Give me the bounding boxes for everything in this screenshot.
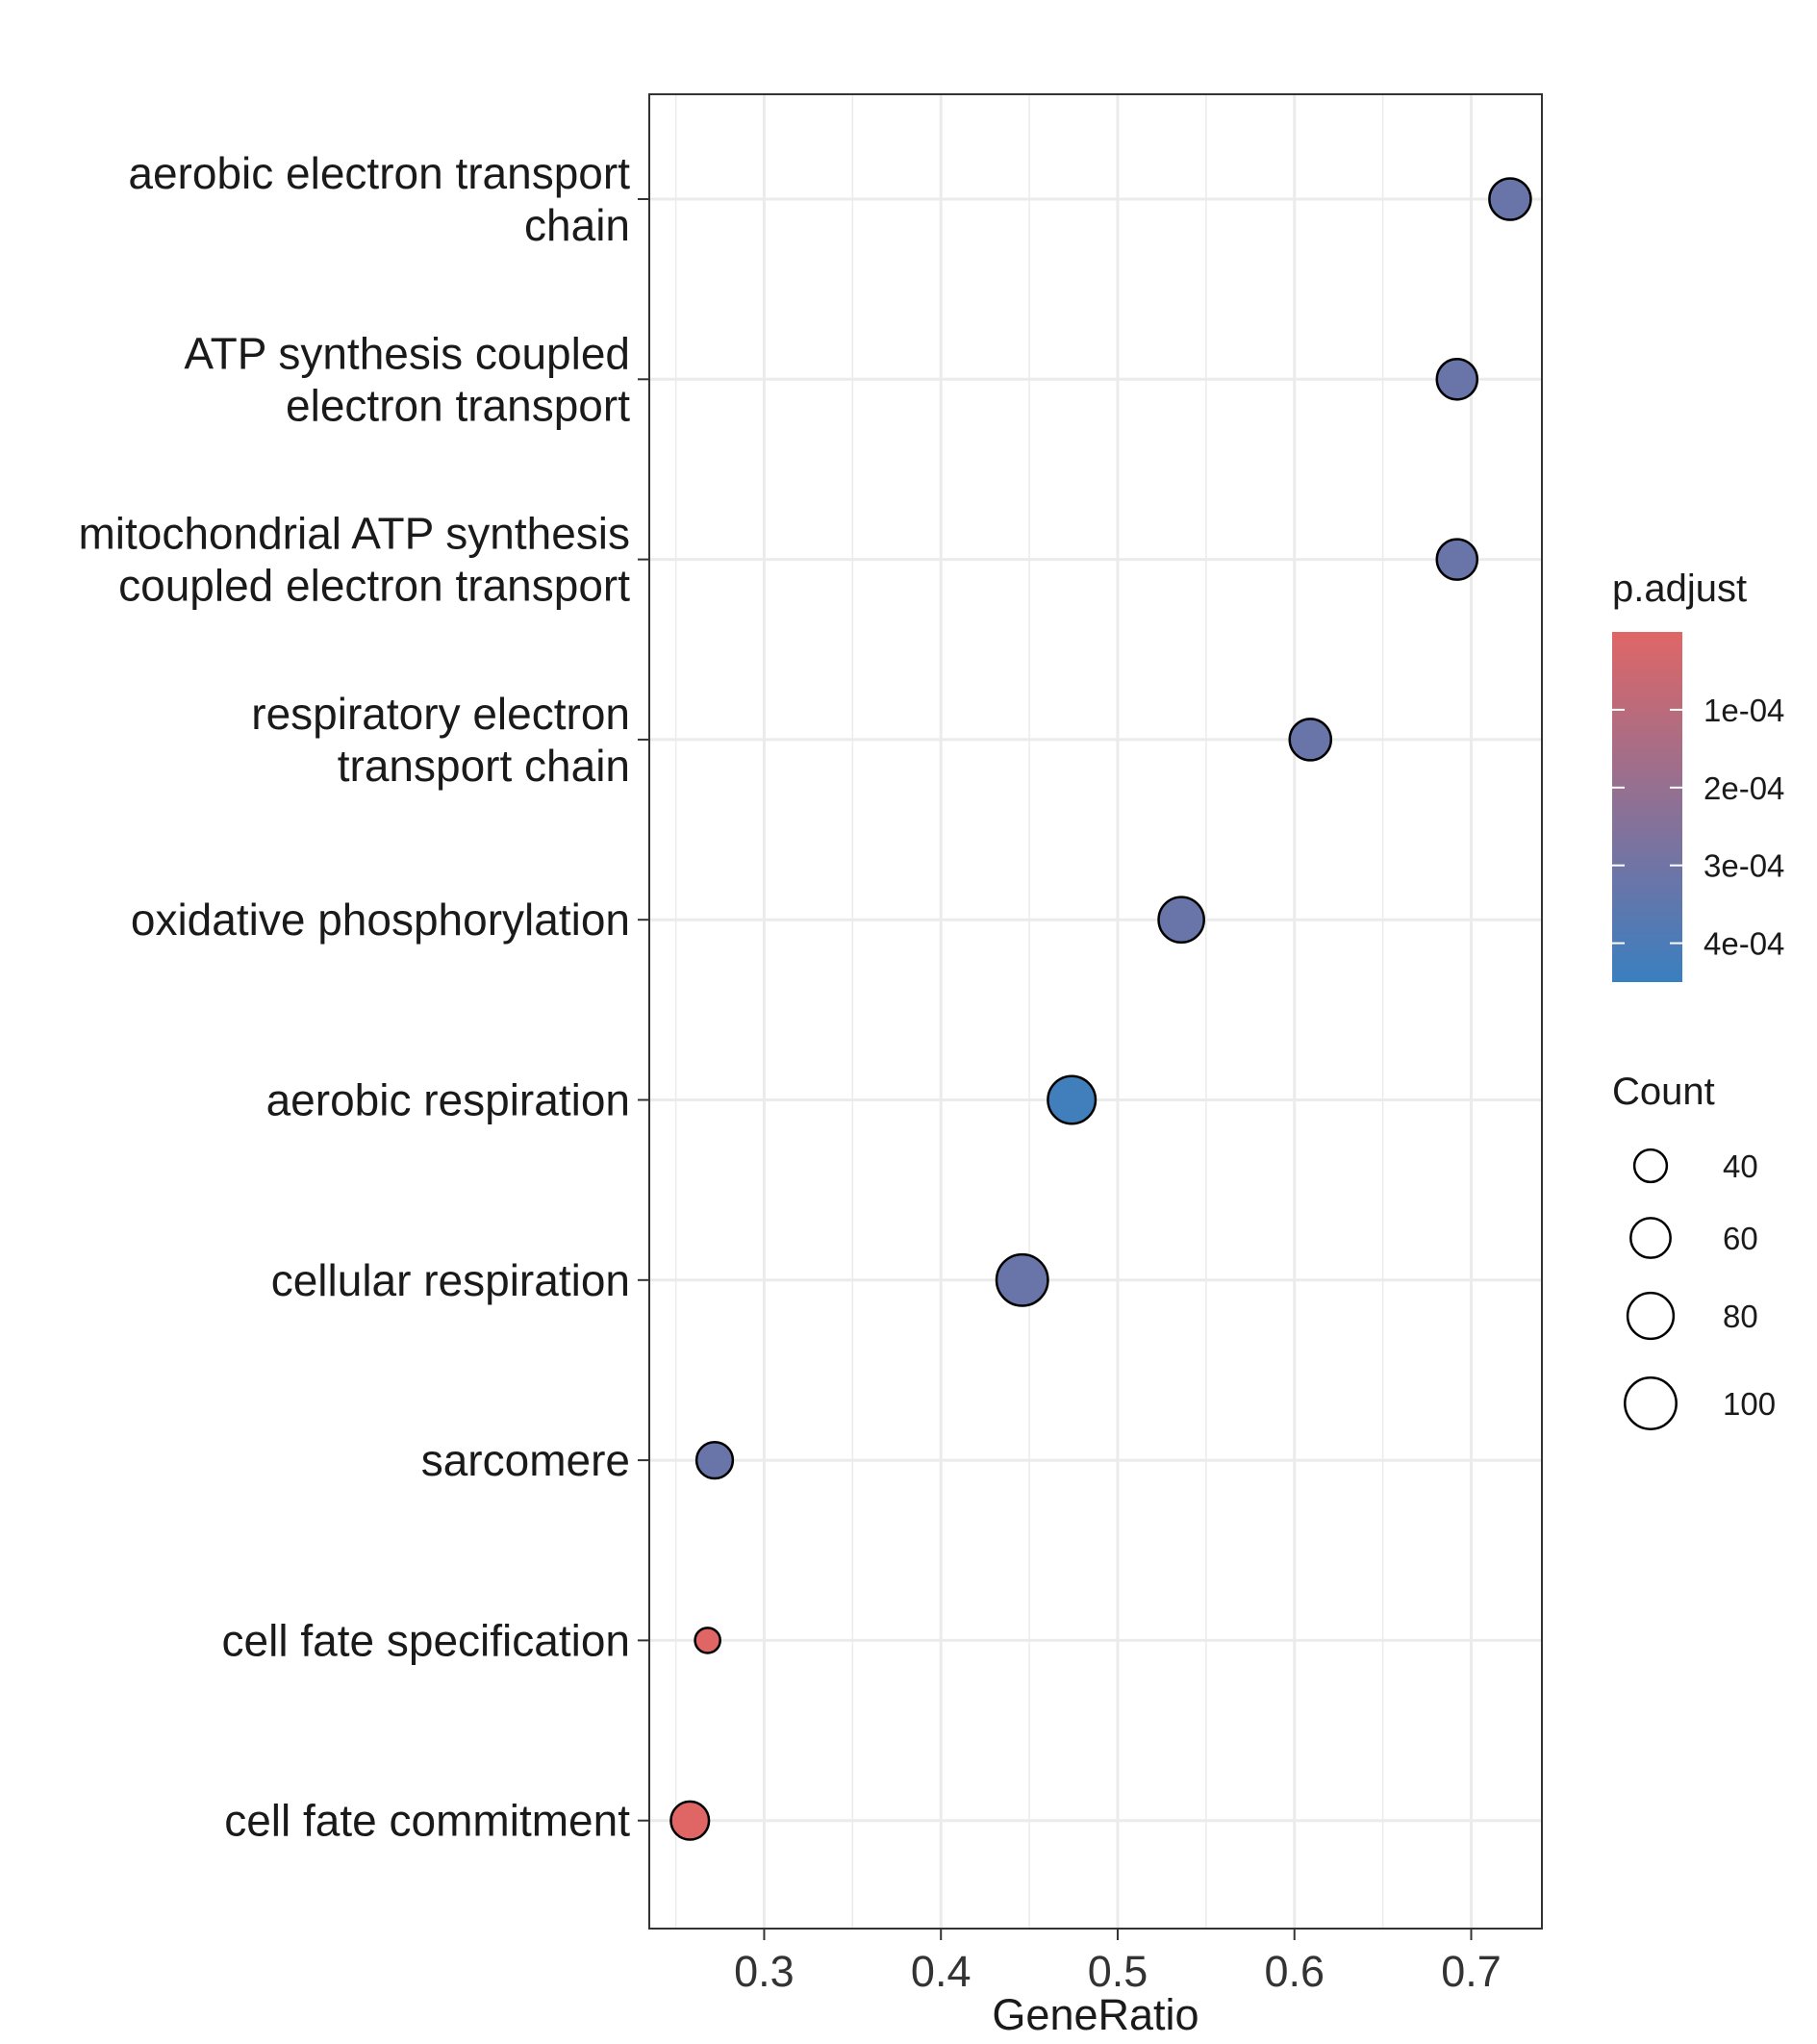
y-tick-label: oxidative phosphorylation xyxy=(131,895,630,945)
y-tick-label: cell fate specification xyxy=(222,1615,630,1665)
colorbar-label: 3e-04 xyxy=(1703,848,1784,884)
x-axis-title: GeneRatio xyxy=(992,1990,1199,2039)
x-tick-label: 0.3 xyxy=(734,1947,795,1996)
size-legend-label: 100 xyxy=(1723,1386,1776,1422)
p-adjust-legend: p.adjust 1e-04 2e-04 3e-04 4e-04 xyxy=(1612,568,1784,982)
y-tick-label: sarcomere xyxy=(421,1435,630,1485)
data-point xyxy=(1435,538,1479,581)
panel-border xyxy=(648,93,1543,1930)
x-tick-label: 0.6 xyxy=(1264,1947,1325,1996)
colorbar-label: 1e-04 xyxy=(1703,693,1784,728)
colorbar-label: 2e-04 xyxy=(1703,770,1784,806)
count-legend: Count 40 60 80 100 xyxy=(1612,1071,1776,1430)
panel-background xyxy=(649,94,1542,1929)
data-point xyxy=(694,1627,721,1654)
y-tick-label: mitochondrial ATP synthesis coupled elect… xyxy=(78,509,630,611)
p-adjust-legend-title: p.adjust xyxy=(1612,568,1747,610)
x-tick-label: 0.5 xyxy=(1088,1947,1148,1996)
data-points xyxy=(669,177,1532,1841)
data-point xyxy=(1435,358,1479,401)
data-point xyxy=(1488,177,1532,221)
colorbar-label: 4e-04 xyxy=(1703,926,1784,962)
size-legend-label: 40 xyxy=(1723,1148,1758,1184)
data-point xyxy=(694,1440,735,1480)
y-tick-label: cell fate commitment xyxy=(224,1796,630,1846)
y-axis-ticks: aerobic electron transport chain ATP synth… xyxy=(78,148,649,1846)
x-axis-ticks: 0.3 0.4 0.5 0.6 0.7 xyxy=(734,1929,1502,1996)
size-legend-circle xyxy=(1629,1217,1672,1259)
size-legend-circle xyxy=(1626,1291,1676,1341)
data-point xyxy=(1288,718,1333,762)
count-legend-title: Count xyxy=(1612,1071,1715,1113)
y-tick-label: aerobic respiration xyxy=(266,1075,630,1125)
size-legend-circle xyxy=(1632,1148,1669,1184)
major-gridlines xyxy=(649,94,1542,1929)
data-point xyxy=(995,1252,1049,1307)
data-point xyxy=(669,1800,711,1841)
x-tick-label: 0.7 xyxy=(1441,1947,1502,1996)
y-tick-label: aerobic electron transport chain xyxy=(128,148,630,250)
p-adjust-colorbar xyxy=(1612,632,1682,982)
y-tick-label: ATP synthesis coupled electron transport xyxy=(184,328,630,430)
size-legend-label: 80 xyxy=(1723,1299,1758,1334)
size-legend-label: 60 xyxy=(1723,1221,1758,1256)
data-point xyxy=(1157,896,1205,945)
minor-gridlines xyxy=(674,94,1384,1929)
y-tick-label: cellular respiration xyxy=(271,1255,630,1305)
y-tick-label: respiratory electron transport chain xyxy=(251,689,630,791)
x-tick-label: 0.4 xyxy=(911,1947,972,1996)
data-point xyxy=(1047,1074,1098,1125)
size-legend-circle xyxy=(1624,1376,1678,1430)
